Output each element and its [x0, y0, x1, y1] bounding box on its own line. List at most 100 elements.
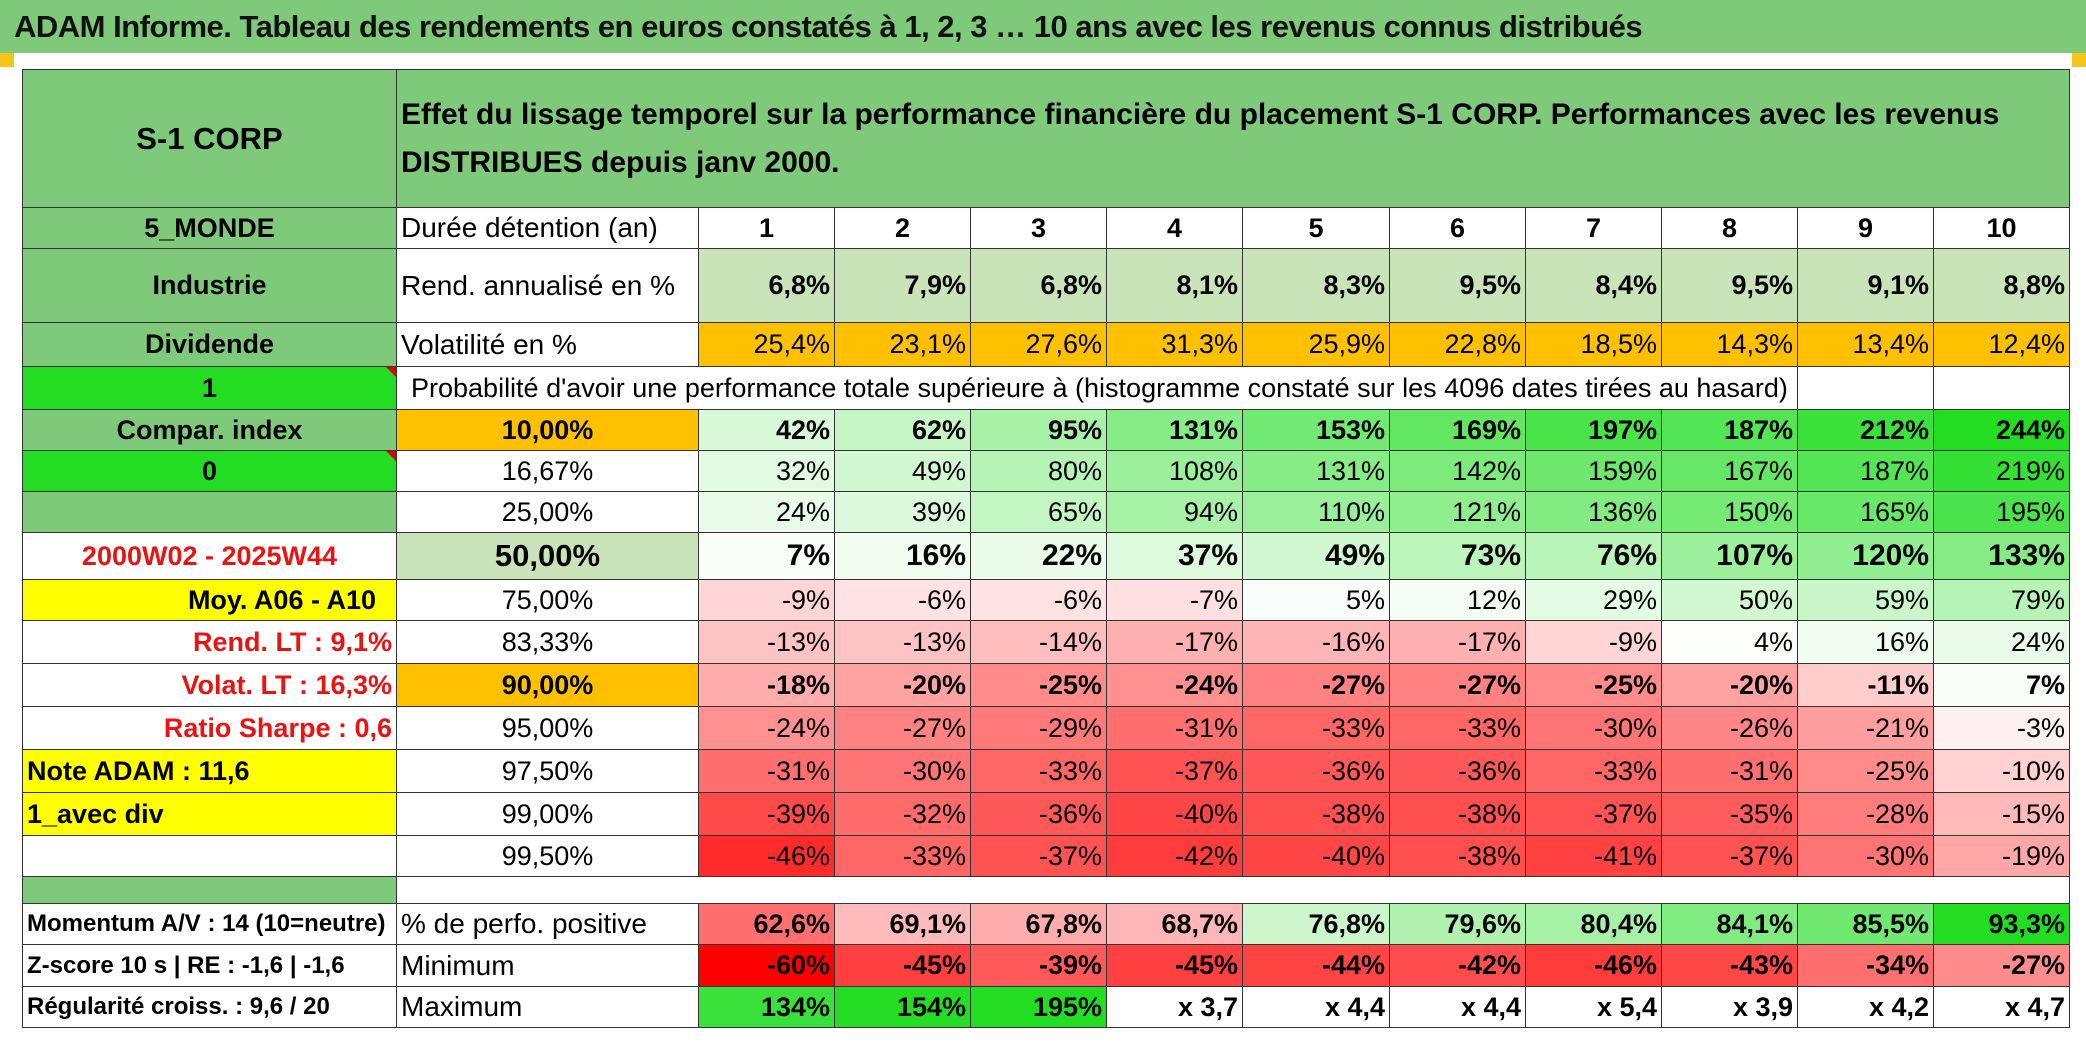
minimum-cell: -45%: [834, 944, 971, 987]
percentile-value-cell: -6%: [970, 579, 1107, 621]
percentile-value-cell: 108%: [1106, 450, 1243, 492]
percentile-value-cell: 131%: [1106, 409, 1243, 451]
percentile-value-cell: 79%: [1933, 579, 2070, 621]
volatility-cell: 25,4%: [698, 322, 835, 367]
percentile-value-cell: 136%: [1525, 491, 1662, 533]
annual-return-cell: 9,5%: [1661, 248, 1798, 323]
volatility-cell: 27,6%: [970, 322, 1107, 367]
percentile-value-cell: -19%: [1933, 835, 2070, 877]
probability-caption: Probabilité d'avoir une performance tota…: [396, 366, 1798, 410]
percentile-value-cell: 5%: [1242, 579, 1390, 621]
percentile-value-cell: -30%: [1525, 706, 1662, 750]
title-bar: ADAM Informe. Tableau des rendements en …: [0, 0, 2086, 55]
positive-pct-cell: 62,6%: [698, 903, 835, 945]
percentile-value-cell: -39%: [698, 792, 835, 836]
minimum-cell: -34%: [1797, 944, 1934, 987]
percentile-value-cell: -33%: [1242, 706, 1390, 750]
maximum-label: Maximum: [396, 986, 699, 1028]
percentile-label-cell: 97,50%: [396, 749, 699, 793]
percentile-value-cell: -27%: [834, 706, 971, 750]
percentile-value-cell: -13%: [698, 620, 835, 664]
percentile-value-cell: 244%: [1933, 409, 2070, 451]
percentile-value-cell: -16%: [1242, 620, 1390, 664]
year-header-cell: 3: [970, 207, 1107, 249]
percentile-value-cell: -29%: [970, 706, 1107, 750]
percentile-label-cell: 99,50%: [396, 835, 699, 877]
percentile-value-cell: 24%: [1933, 620, 2070, 664]
percentile-value-cell: -17%: [1389, 620, 1526, 664]
percentile-value-cell: 16%: [834, 532, 971, 580]
long-term-return: Rend. LT : 9,1%: [22, 620, 397, 664]
year-header-cell: 4: [1106, 207, 1243, 249]
percentile-value-cell: 133%: [1933, 532, 2070, 580]
percentile-label-cell: 16,67%: [396, 450, 699, 492]
percentile-value-cell: -37%: [1661, 835, 1798, 877]
percentile-value-cell: 49%: [834, 450, 971, 492]
maximum-cell: x 5,4: [1525, 986, 1662, 1028]
percentile-value-cell: 59%: [1797, 579, 1934, 621]
percentile-value-cell: 42%: [698, 409, 835, 451]
percentile-value-cell: 62%: [834, 409, 971, 451]
percentile-value-cell: -27%: [1242, 663, 1390, 707]
year-header-cell: 7: [1525, 207, 1662, 249]
percentile-value-cell: -33%: [970, 749, 1107, 793]
percentile-value-cell: -31%: [1106, 706, 1243, 750]
percentile-value-cell: -46%: [698, 835, 835, 877]
maximum-cell: x 3,7: [1106, 986, 1243, 1028]
sector-label: Industrie: [22, 248, 397, 323]
annual-return-cell: 8,3%: [1242, 248, 1390, 323]
percentile-value-cell: -25%: [970, 663, 1107, 707]
percentile-value-cell: -38%: [1242, 792, 1390, 836]
maximum-cell: 195%: [970, 986, 1107, 1028]
volatility-cell: 31,3%: [1106, 322, 1243, 367]
percentile-value-cell: 197%: [1525, 409, 1662, 451]
maximum-cell: x 4,7: [1933, 986, 2070, 1028]
corner-marker: [0, 53, 14, 67]
percentile-value-cell: -37%: [970, 835, 1107, 877]
percentile-value-cell: 50%: [1661, 579, 1798, 621]
year-header-cell: 1: [698, 207, 835, 249]
maximum-cell: x 4,4: [1389, 986, 1526, 1028]
positive-pct-cell: 85,5%: [1797, 903, 1934, 945]
volatility-cell: 12,4%: [1933, 322, 2070, 367]
percentile-value-cell: -3%: [1933, 706, 2070, 750]
positive-pct-cell: 76,8%: [1242, 903, 1390, 945]
percentile-value-cell: -36%: [1389, 749, 1526, 793]
percentile-value-cell: 76%: [1525, 532, 1662, 580]
percentile-value-cell: 110%: [1242, 491, 1390, 533]
percentile-value-cell: 49%: [1242, 532, 1390, 580]
percentile-value-cell: -13%: [834, 620, 971, 664]
percentile-value-cell: -20%: [834, 663, 971, 707]
percentile-value-cell: -7%: [1106, 579, 1243, 621]
positive-pct-cell: 93,3%: [1933, 903, 2070, 945]
report-title: ADAM Informe. Tableau des rendements en …: [14, 9, 1643, 44]
percentile-value-cell: 167%: [1661, 450, 1798, 492]
minimum-cell: -27%: [1933, 944, 2070, 987]
percentile-value-cell: 153%: [1242, 409, 1390, 451]
percentile-value-cell: -15%: [1933, 792, 2070, 836]
flag-cell-0: 0: [22, 450, 397, 492]
returns-table: S-1 CORP Effet du lissage temporel sur l…: [22, 69, 2070, 1028]
minimum-cell: -45%: [1106, 944, 1243, 987]
annual-return-label: Rend. annualisé en %: [396, 248, 699, 323]
year-header-cell: 5: [1242, 207, 1390, 249]
green-separator-cell: [22, 876, 397, 904]
percentile-value-cell: -33%: [1525, 749, 1662, 793]
percentile-value-cell: -35%: [1661, 792, 1798, 836]
percentile-value-cell: -37%: [1525, 792, 1662, 836]
maximum-cell: x 3,9: [1661, 986, 1798, 1028]
maximum-cell: x 4,2: [1797, 986, 1934, 1028]
percentile-value-cell: -37%: [1106, 749, 1243, 793]
percentile-value-cell: 187%: [1661, 409, 1798, 451]
year-header-cell: 9: [1797, 207, 1934, 249]
percentile-value-cell: -18%: [698, 663, 835, 707]
percentile-value-cell: -31%: [698, 749, 835, 793]
percentile-value-cell: 37%: [1106, 532, 1243, 580]
percentile-value-cell: 80%: [970, 450, 1107, 492]
percentile-value-cell: 142%: [1389, 450, 1526, 492]
maximum-cell: 154%: [834, 986, 971, 1028]
minimum-label: Minimum: [396, 944, 699, 987]
year-header-cell: 10: [1933, 207, 2070, 249]
percentile-value-cell: -38%: [1389, 792, 1526, 836]
minimum-cell: -42%: [1389, 944, 1526, 987]
